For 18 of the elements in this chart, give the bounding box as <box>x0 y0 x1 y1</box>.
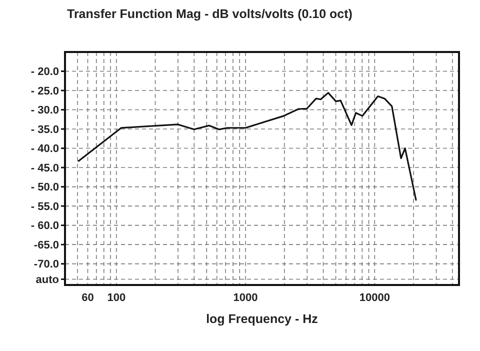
y-tick-label: - 30.0 <box>30 104 59 117</box>
y-tick-label: - 25.0 <box>30 85 59 98</box>
x-axis-title: log Frequency - Hz <box>206 312 318 326</box>
chart-title: Transfer Function Mag - dB volts/volts (0.10 oct) <box>67 7 352 21</box>
y-tick-label: - 45.0 <box>30 162 59 174</box>
x-tick-label: 1000 <box>233 292 258 304</box>
y-tick-label: -65.0 <box>34 239 59 252</box>
x-tick-label: 10000 <box>359 292 390 304</box>
y-tick-label: - 35.0 <box>30 124 59 136</box>
y-tick-label: - 50.0 <box>30 182 59 194</box>
y-tick-label: - 60.0 <box>30 220 59 232</box>
y-tick-label: - 20.0 <box>30 66 59 78</box>
y-tick-label: - 40.0 <box>30 143 59 156</box>
x-tick-label: 60 <box>82 292 94 304</box>
y-tick-label: - 55.0 <box>30 200 59 213</box>
y-tick-label: -70.0 <box>34 258 59 271</box>
x-tick-label: 100 <box>107 292 126 304</box>
y-tick-label: auto <box>36 274 60 286</box>
